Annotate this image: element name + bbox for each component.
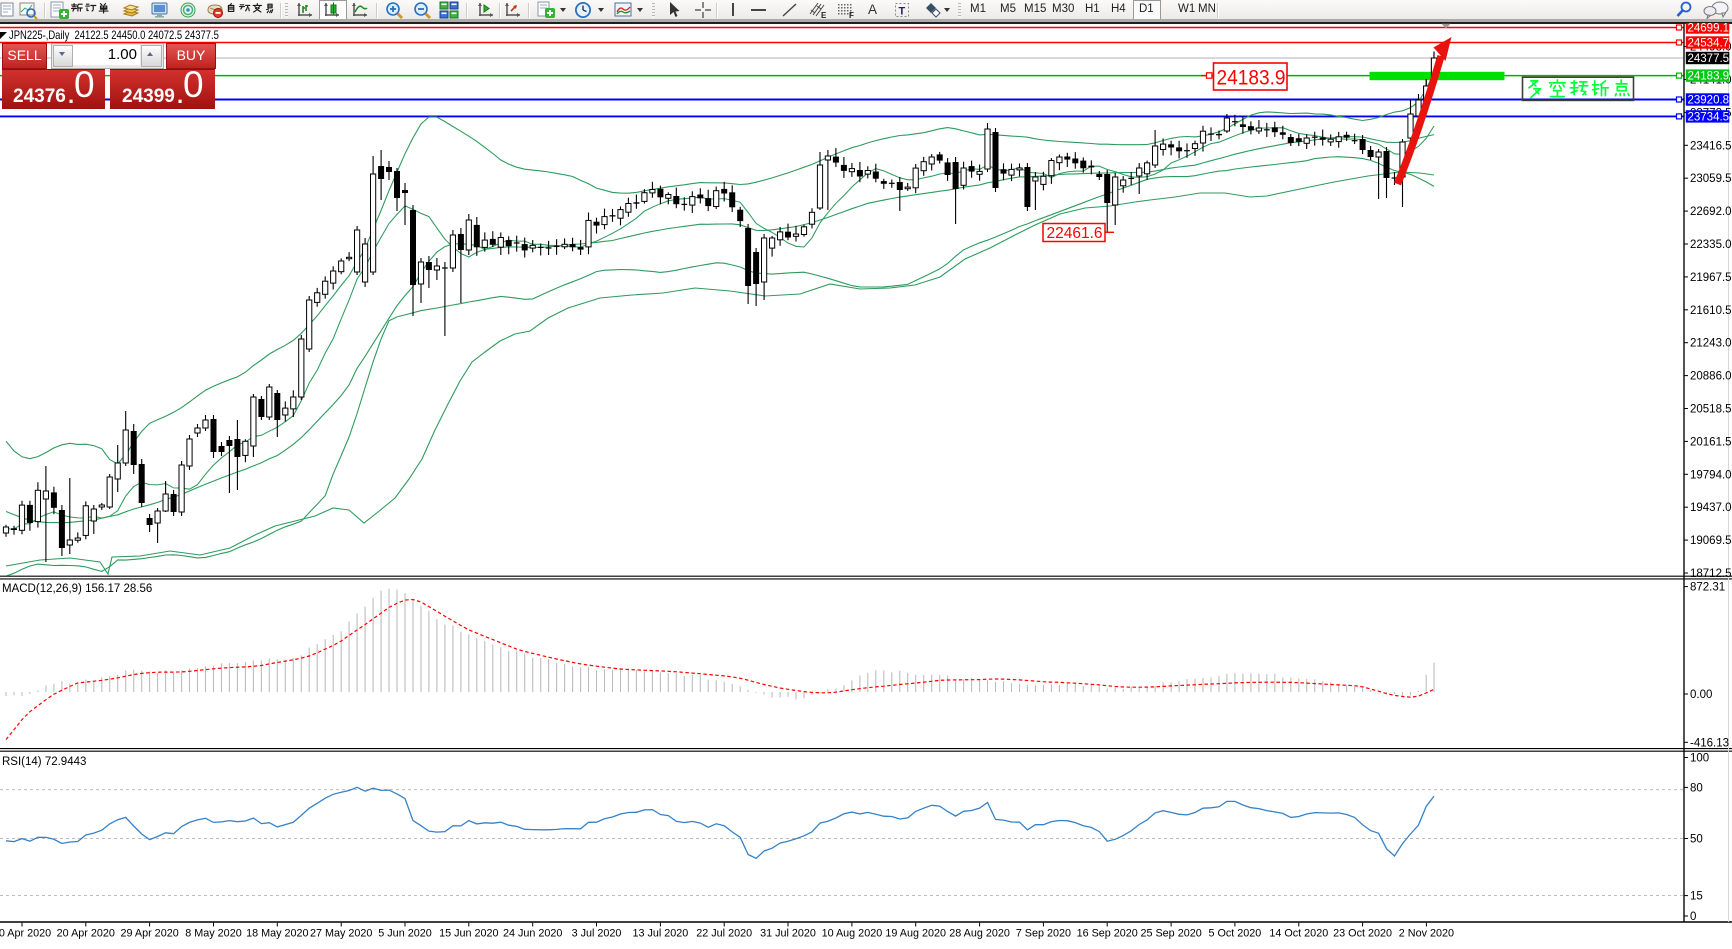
svg-text:23 Oct 2020: 23 Oct 2020 bbox=[1333, 928, 1392, 940]
svg-text:T: T bbox=[899, 6, 906, 18]
svg-text:20518.5: 20518.5 bbox=[1690, 404, 1732, 416]
svg-text:25 Sep 2020: 25 Sep 2020 bbox=[1140, 928, 1201, 940]
svg-text:18 May 2020: 18 May 2020 bbox=[246, 928, 308, 940]
svg-text:24183.9: 24183.9 bbox=[1688, 71, 1730, 83]
svg-text:13 Jul 2020: 13 Jul 2020 bbox=[632, 928, 688, 940]
svg-text:3 Jul 2020: 3 Jul 2020 bbox=[572, 928, 622, 940]
svg-text:22461.6: 22461.6 bbox=[1047, 225, 1103, 242]
svg-text:E: E bbox=[821, 11, 827, 20]
svg-text:24699.1: 24699.1 bbox=[1688, 23, 1730, 35]
svg-text:14 Oct 2020: 14 Oct 2020 bbox=[1269, 928, 1328, 940]
svg-text:23059.5: 23059.5 bbox=[1690, 173, 1732, 185]
svg-text:80: 80 bbox=[1690, 782, 1703, 794]
svg-text:24377.5: 24377.5 bbox=[1688, 53, 1730, 65]
svg-text:28 Aug 2020: 28 Aug 2020 bbox=[949, 928, 1010, 940]
svg-text:5 Jun 2020: 5 Jun 2020 bbox=[378, 928, 431, 940]
svg-text:21610.5: 21610.5 bbox=[1690, 305, 1732, 317]
svg-text:0.00: 0.00 bbox=[1690, 689, 1712, 701]
svg-text:19069.5: 19069.5 bbox=[1690, 535, 1732, 547]
svg-text:22692.0: 22692.0 bbox=[1690, 206, 1732, 218]
svg-text:0: 0 bbox=[1690, 911, 1696, 923]
svg-text:23416.5: 23416.5 bbox=[1690, 140, 1732, 152]
svg-text:15 Jun 2020: 15 Jun 2020 bbox=[439, 928, 498, 940]
svg-text:24534.7: 24534.7 bbox=[1688, 38, 1730, 50]
svg-text:20161.5: 20161.5 bbox=[1690, 436, 1732, 448]
svg-text:22 Jul 2020: 22 Jul 2020 bbox=[696, 928, 752, 940]
svg-text:16 Sep 2020: 16 Sep 2020 bbox=[1077, 928, 1138, 940]
svg-text:8 May 2020: 8 May 2020 bbox=[185, 928, 241, 940]
svg-text:22335.0: 22335.0 bbox=[1690, 239, 1732, 251]
svg-text:27 May 2020: 27 May 2020 bbox=[310, 928, 372, 940]
svg-text:10 Aug 2020: 10 Aug 2020 bbox=[822, 928, 883, 940]
svg-text:18712.5: 18712.5 bbox=[1690, 568, 1732, 580]
svg-text:19 Aug 2020: 19 Aug 2020 bbox=[885, 928, 946, 940]
svg-text:F: F bbox=[849, 11, 854, 20]
svg-text:23734.5: 23734.5 bbox=[1688, 111, 1730, 123]
svg-text:-416.13: -416.13 bbox=[1690, 737, 1729, 749]
svg-text:15: 15 bbox=[1690, 891, 1703, 903]
svg-text:RSI(14) 72.9443: RSI(14) 72.9443 bbox=[2, 756, 86, 768]
svg-text:872.31: 872.31 bbox=[1690, 582, 1725, 594]
svg-text:29 Apr 2020: 29 Apr 2020 bbox=[120, 928, 178, 940]
svg-text:2 Nov 2020: 2 Nov 2020 bbox=[1399, 928, 1454, 940]
svg-text:5 Oct 2020: 5 Oct 2020 bbox=[1208, 928, 1261, 940]
svg-text:31 Jul 2020: 31 Jul 2020 bbox=[760, 928, 816, 940]
svg-text:20 Apr 2020: 20 Apr 2020 bbox=[57, 928, 115, 940]
svg-text:19437.0: 19437.0 bbox=[1690, 502, 1732, 514]
svg-text:100: 100 bbox=[1690, 753, 1709, 765]
svg-text:20886.0: 20886.0 bbox=[1690, 371, 1732, 383]
svg-text:21243.0: 21243.0 bbox=[1690, 338, 1732, 350]
svg-text:24 Jun 2020: 24 Jun 2020 bbox=[503, 928, 562, 940]
svg-text:50: 50 bbox=[1690, 834, 1703, 846]
svg-text:19794.0: 19794.0 bbox=[1690, 469, 1732, 481]
svg-text:24183.9: 24183.9 bbox=[1217, 67, 1286, 90]
svg-text:23920.8: 23920.8 bbox=[1688, 95, 1730, 107]
svg-text:MACD(12,26,9) 156.17 28.56: MACD(12,26,9) 156.17 28.56 bbox=[2, 583, 152, 595]
svg-text:21967.5: 21967.5 bbox=[1690, 272, 1732, 284]
svg-text:10 Apr 2020: 10 Apr 2020 bbox=[0, 928, 51, 940]
svg-text:7 Sep 2020: 7 Sep 2020 bbox=[1016, 928, 1071, 940]
